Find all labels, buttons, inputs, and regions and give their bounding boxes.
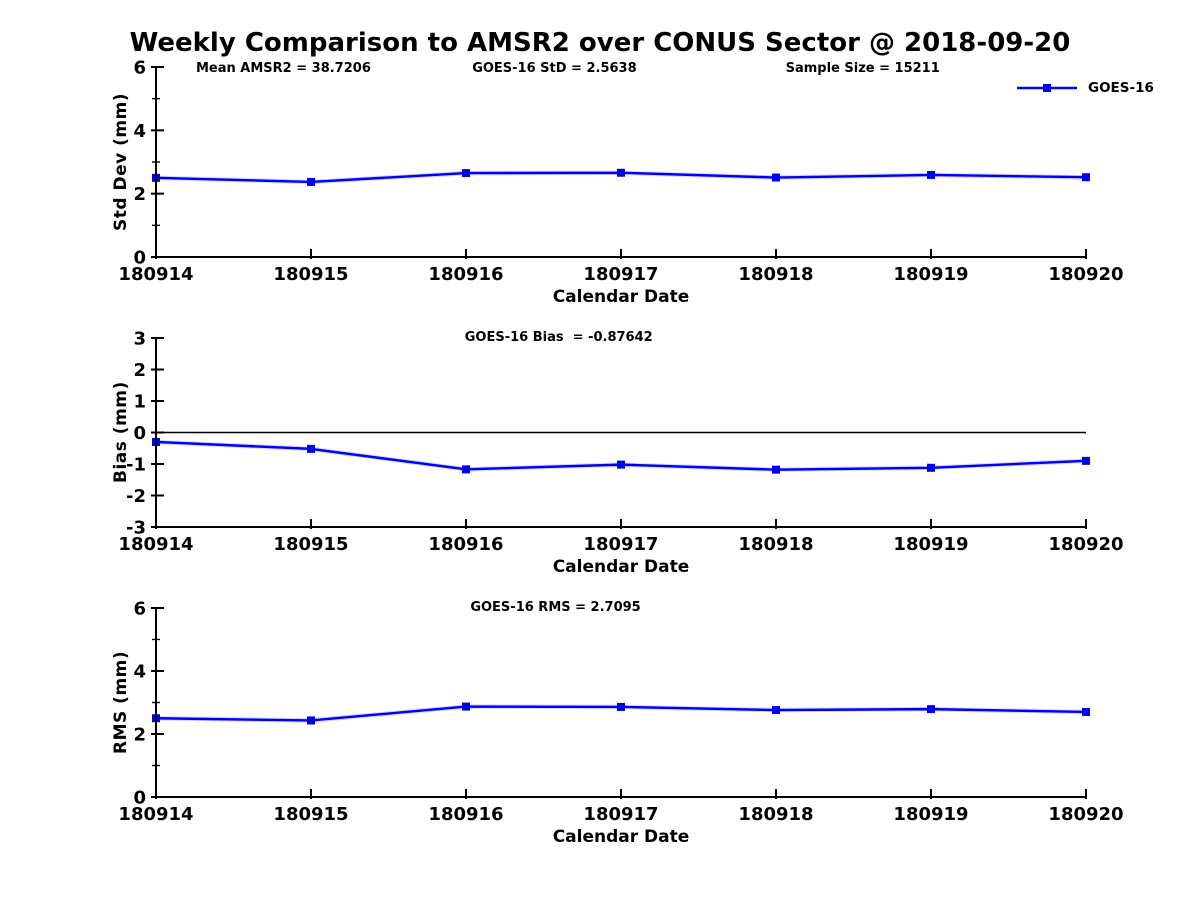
x-tick-label: 180919	[893, 264, 968, 285]
annotation-goes16-bias: GOES-16 Bias = -0.87642	[464, 330, 653, 345]
x-axis-label-calendar-date-2: Calendar Date	[552, 557, 690, 577]
x-tick-label: 180919	[893, 534, 968, 555]
y-tick-label: 0	[133, 248, 146, 269]
data-marker	[1082, 456, 1090, 465]
y-tick-label: 3	[133, 329, 146, 350]
subplot-std-dev: 0 2 4 6 180914 180915 180916 180917 180918 180919…	[118, 58, 1123, 286]
data-marker	[307, 716, 315, 725]
x-tick-label: 180915	[273, 534, 348, 555]
x-tick-label: 180915	[273, 264, 348, 285]
x-tick-label: 180916	[428, 804, 503, 825]
y-tick-label: 0	[133, 423, 146, 444]
data-marker	[617, 168, 625, 177]
x-tick-label: 180916	[428, 264, 503, 285]
data-marker	[772, 465, 780, 474]
data-marker	[617, 702, 625, 711]
y-tick-label: -1	[126, 455, 146, 476]
data-marker	[462, 702, 470, 711]
data-marker	[927, 705, 935, 714]
x-tick-label: 180914	[118, 804, 193, 825]
data-marker	[617, 460, 625, 469]
figure-title: Weekly Comparison to AMSR2 over CONUS Se…	[129, 28, 1071, 58]
legend-line-sample-icon	[1017, 84, 1077, 92]
x-tick-label: 180915	[273, 804, 348, 825]
data-marker	[927, 463, 935, 472]
data-marker	[772, 706, 780, 715]
x-tick-label: 180918	[738, 264, 813, 285]
x-axis-label-calendar-date-3: Calendar Date	[552, 827, 690, 847]
x-tick-label: 180920	[1048, 264, 1123, 285]
data-marker	[307, 444, 315, 453]
x-axis-label-calendar-date-1: Calendar Date	[552, 287, 690, 307]
annotation-goes16-rms: GOES-16 RMS = 2.7095	[470, 600, 641, 615]
x-tick-label: 180914	[118, 534, 193, 555]
x-tick-label: 180917	[583, 264, 658, 285]
y-tick-label: -2	[126, 486, 146, 507]
legend-label: GOES-16	[1088, 80, 1154, 96]
y-axis-label-rms: RMS (mm)	[111, 650, 131, 755]
y-tick-label: 2	[133, 360, 146, 381]
data-marker	[772, 173, 780, 182]
y-axis-label-bias: Bias (mm)	[111, 381, 131, 484]
data-marker	[1082, 707, 1090, 716]
y-tick-label: 4	[133, 121, 146, 142]
annotation-mean-amsr2: Mean AMSR2 = 38.7206	[195, 61, 371, 76]
data-marker	[1082, 173, 1090, 182]
data-marker	[462, 169, 470, 178]
y-axis-label-std-dev: Std Dev (mm)	[111, 92, 131, 232]
annotation-sample-size: Sample Size = 15211	[785, 61, 940, 76]
x-tick-label: 180917	[583, 534, 658, 555]
legend: GOES-16	[1015, 80, 1154, 96]
x-tick-label: 180914	[118, 264, 193, 285]
y-tick-label: 4	[133, 662, 146, 683]
subplot-rms: 0 2 4 6 180914 180915 180916 180917 180918 180919…	[118, 599, 1123, 826]
data-marker	[307, 177, 315, 186]
x-tick-label: 180918	[738, 804, 813, 825]
y-tick-label: 2	[133, 725, 146, 746]
y-tick-label: 6	[133, 58, 146, 79]
x-tick-label: 180920	[1048, 534, 1123, 555]
data-marker	[462, 465, 470, 474]
y-tick-label: 6	[133, 599, 146, 620]
annotation-goes16-std: GOES-16 StD = 2.5638	[472, 61, 637, 76]
y-tick-label: 2	[133, 184, 146, 205]
x-tick-label: 180920	[1048, 804, 1123, 825]
x-tick-label: 180916	[428, 534, 503, 555]
x-tick-label: 180918	[738, 534, 813, 555]
data-marker	[927, 170, 935, 179]
subplot-bias: -3 -2 -1 0 1 2 3 180914 180915 180916 180917 180918…	[118, 329, 1123, 556]
x-tick-label: 180917	[583, 804, 658, 825]
x-tick-label: 180919	[893, 804, 968, 825]
y-tick-label: 1	[133, 392, 146, 413]
y-tick-label: 0	[133, 788, 146, 809]
y-tick-label: -3	[126, 518, 146, 539]
